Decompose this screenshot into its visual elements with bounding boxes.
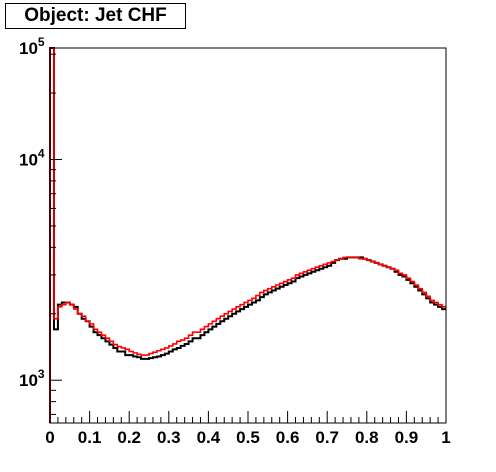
series-line-black [49, 47, 446, 423]
series-layer [49, 47, 446, 423]
x-tick-label: 0.8 [355, 428, 379, 447]
x-tick-label: 0.7 [315, 428, 339, 447]
x-tick-label: 0.9 [395, 428, 419, 447]
x-tick-label: 0.5 [236, 428, 260, 447]
y-tick-label: 105 [19, 35, 45, 58]
x-tick-label: 0.6 [276, 428, 300, 447]
x-tick-label: 0.2 [117, 428, 141, 447]
x-tick-label: 0 [45, 428, 54, 447]
x-tick-label: 0.4 [197, 428, 221, 447]
y-tick-label: 103 [19, 367, 45, 390]
x-tick-label: 1 [441, 428, 450, 447]
x-axis: 0 0.1 0.2 0.3 0.4 0.5 0.6 0.7 0.8 0.9 1 [45, 411, 451, 447]
y-axis: 103 104 105 [19, 35, 62, 415]
chart-title: Object: Jet CHF [5, 3, 186, 29]
x-tick-label: 0.3 [157, 428, 181, 447]
series-line-red [49, 47, 446, 423]
plot-frame [49, 47, 447, 424]
x-tick-label: 0.1 [78, 428, 102, 447]
y-tick-label: 104 [19, 146, 45, 169]
